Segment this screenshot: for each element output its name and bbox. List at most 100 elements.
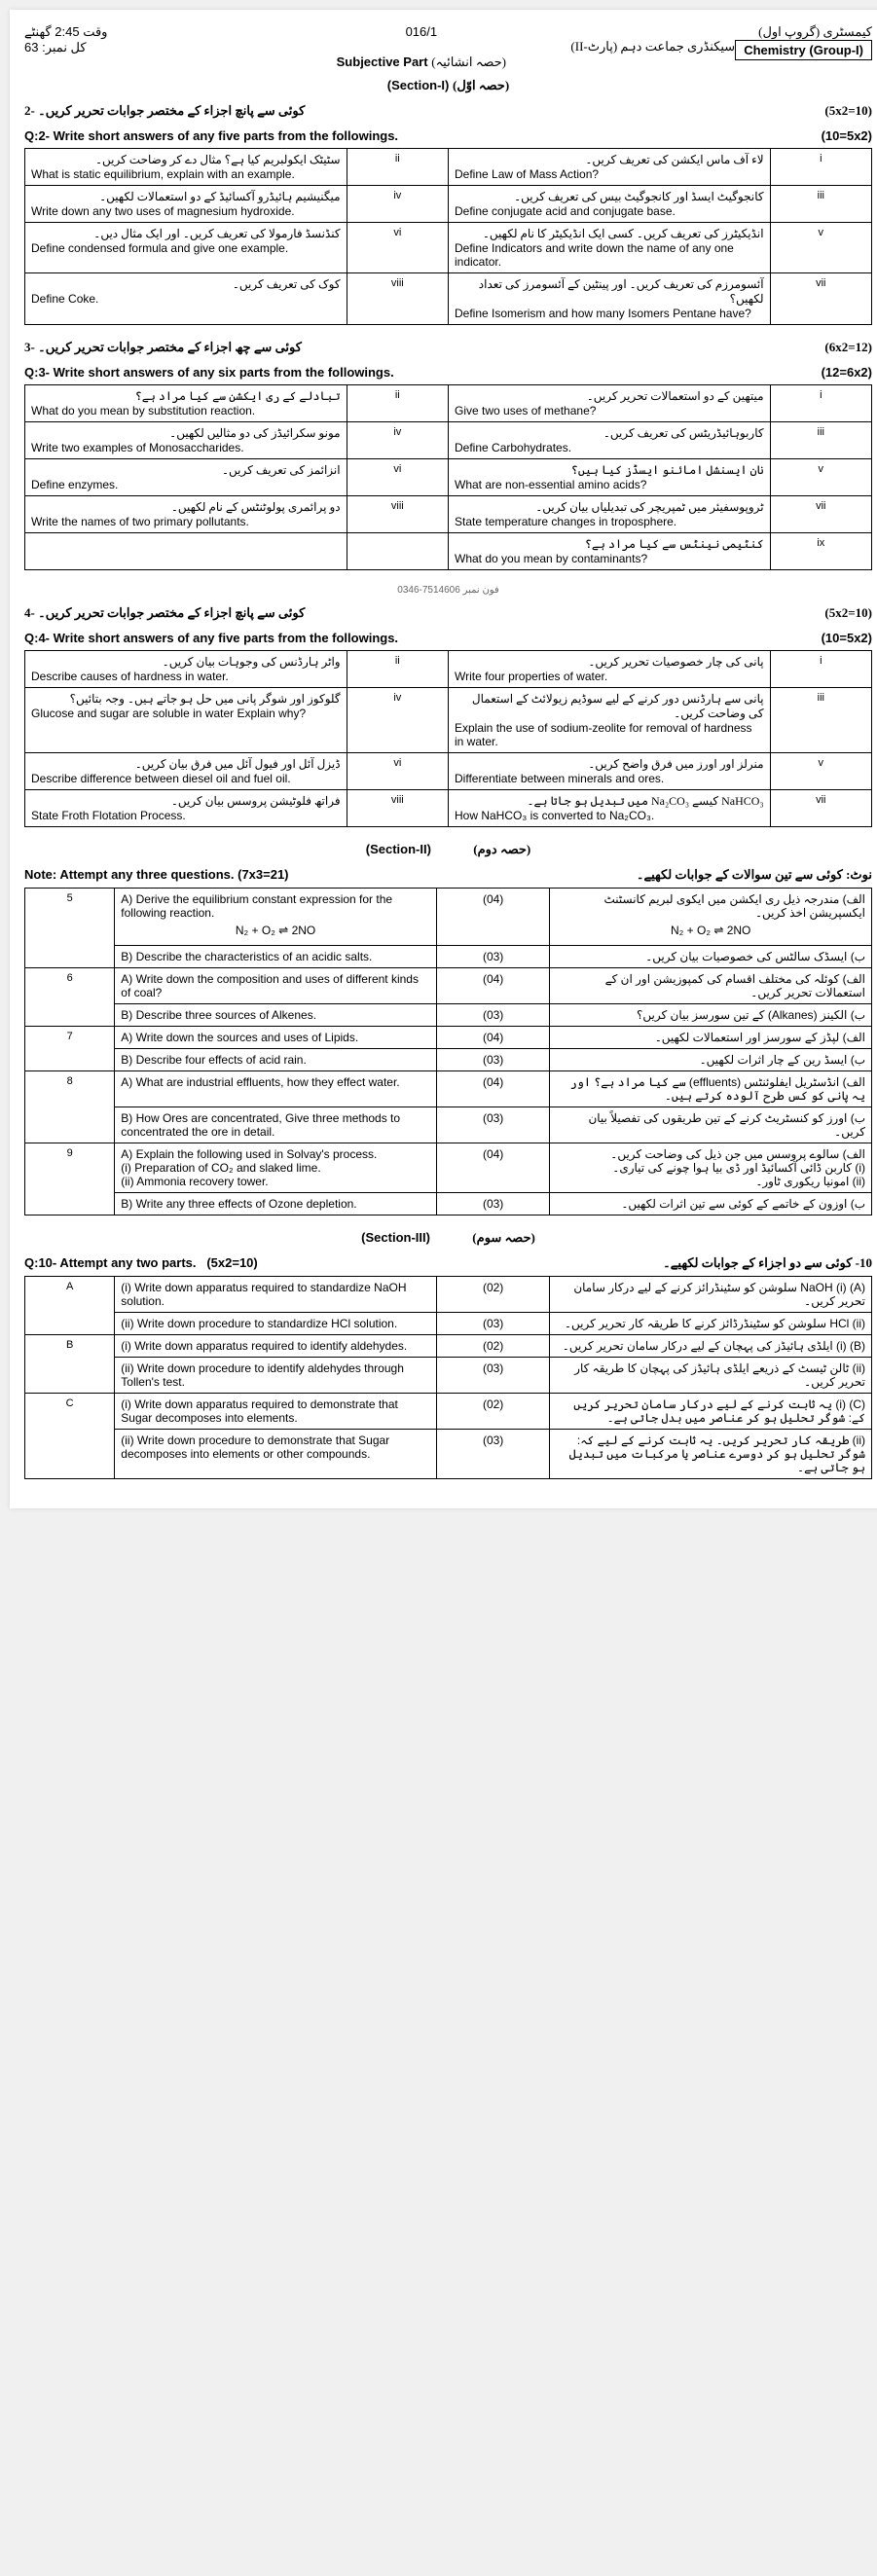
table-row: کنٹیمی نینٹس سے کیا مراد ہے؟What do you … — [25, 533, 872, 570]
table-row: کنڈنسڈ فارمولا کی تعریف کریں۔ اور ایک مث… — [25, 223, 872, 273]
long-questions-table: 5A) Derive the equilibrium constant expr… — [24, 888, 872, 1215]
cell-eng: سٹیٹک ایکولبریم کیا ہے؟ مثال دے کر وضاحت… — [25, 149, 347, 186]
cell-urdu: (C) (i) یہ ثابت کرنے کے لیے درکار سامان … — [550, 1394, 872, 1430]
table-row: ڈیزل آئل اور فیول آئل میں فرق بیان کریں۔… — [25, 753, 872, 790]
cell-eng: تبادلے کے ری ایکشن سے کیا مراد ہے؟What d… — [25, 385, 347, 422]
q3-inst-e: Q:3- Write short answers of any six part… — [24, 365, 394, 380]
cell-num: v — [770, 459, 871, 496]
subject-name: Chemistry (Group-I) — [744, 43, 863, 57]
q-letter: A — [25, 1277, 115, 1335]
cell-num: vi — [347, 753, 448, 790]
q-number: 9 — [25, 1143, 115, 1215]
section-3-title: (Section-III) (حصہ سوم) — [24, 1230, 872, 1246]
section2-note: Note: Attempt any three questions. (7x3=… — [24, 867, 872, 883]
table-row: B) Describe the characteristics of an ac… — [25, 946, 872, 968]
table-row: سٹیٹک ایکولبریم کیا ہے؟ مثال دے کر وضاحت… — [25, 149, 872, 186]
cell-eng: (ii) Write down procedure to standardize… — [115, 1313, 437, 1335]
cell-marks: (03) — [436, 1049, 550, 1071]
cell-num: iv — [347, 422, 448, 459]
table-row: انزائمز کی تعریف کریں۔Define enzymes.viن… — [25, 459, 872, 496]
section2-eng: (Section-II) — [366, 842, 431, 856]
cell-eng: انڈیکیٹرز کی تعریف کریں۔ کسی ایک انڈیکیٹ… — [449, 223, 771, 273]
table-row: C(i) Write down apparatus required to de… — [25, 1394, 872, 1430]
cell-num: ii — [347, 651, 448, 688]
cell-eng: (i) Write down apparatus required to dem… — [115, 1394, 437, 1430]
cell-eng: B) Describe three sources of Alkenes. — [115, 1004, 437, 1027]
cell-num: vii — [770, 273, 871, 325]
exam-page: وقت 2:45 گھنٹے کل نمبر: 63 016/1 سیکنڈری… — [10, 10, 877, 1508]
q4-marks-u: (10=5x2) — [824, 605, 872, 621]
table-row: میگنیشیم ہائیڈرو آکسائیڈ کے دو استعمالات… — [25, 186, 872, 223]
cell-marks: (03) — [436, 1358, 550, 1394]
cell-marks: (02) — [436, 1277, 550, 1313]
total-value: 63 — [24, 40, 38, 54]
cell-marks: (04) — [436, 968, 550, 1004]
section3-eng: (Section-III) — [361, 1230, 430, 1245]
q2-inst-e: Q:2- Write short answers of any five par… — [24, 128, 398, 143]
cell-urdu: (A) NaOH (i) سلوشن کو سٹینڈرائز کرنے کے … — [550, 1277, 872, 1313]
cell-eng: کنٹیمی نینٹس سے کیا مراد ہے؟What do you … — [449, 533, 771, 570]
table-row: کوک کی تعریف کریں۔Define Coke.viiiآئسومر… — [25, 273, 872, 325]
q10-inst-e: Q:10- Attempt any two parts. — [24, 1255, 196, 1270]
q-number: 8 — [25, 1071, 115, 1143]
q-number: 5 — [25, 889, 115, 968]
q3-marks-e: (12=6x2) — [822, 365, 872, 380]
cell-marks: (03) — [436, 1430, 550, 1479]
cell-num: iii — [770, 688, 871, 753]
header-left: وقت 2:45 گھنٹے کل نمبر: 63 — [24, 24, 107, 70]
q2-header-urdu: (10=5x2) کوئی سے پانچ اجزاء کے مختصر جوا… — [24, 103, 872, 119]
cell-urdu: الف) سالوے پروسس میں جن ذیل کی وضاحت کری… — [550, 1143, 872, 1193]
cell-num: iv — [347, 186, 448, 223]
q2-marks-u: (10=5x2) — [824, 103, 872, 119]
cell-eng: کوک کی تعریف کریں۔Define Coke. — [25, 273, 347, 325]
cell-eng: فراتھ فلوٹیشن پروسس بیان کریں۔State Frot… — [25, 790, 347, 827]
q2-table: سٹیٹک ایکولبریم کیا ہے؟ مثال دے کر وضاحت… — [24, 148, 872, 325]
q2-header-eng: Q:2- Write short answers of any five par… — [24, 128, 872, 143]
cell-urdu: ب) الکینز (Alkanes) کے تین سورسز بیان کر… — [550, 1004, 872, 1027]
cell-eng: A) Write down the composition and uses o… — [115, 968, 437, 1004]
cell-eng: B) Describe the characteristics of an ac… — [115, 946, 437, 968]
q2-num: -2 — [24, 103, 35, 118]
cell-eng: مونو سکرائیڈز کی دو مثالیں لکھیں۔Write t… — [25, 422, 347, 459]
subject-part: Subjective Part — [337, 54, 428, 69]
cell-num: viii — [347, 496, 448, 533]
table-row: گلوکوز اور شوگر پانی میں حل ہو جاتے ہیں۔… — [25, 688, 872, 753]
q-number: 6 — [25, 968, 115, 1027]
note-marks: (7x3=21) — [238, 867, 288, 882]
cell-eng: ٹروپوسفیئر میں ٹمپریچر کی تبدیلیاں بیان … — [449, 496, 771, 533]
cell-num: vi — [347, 223, 448, 273]
q4-num: -4 — [24, 605, 35, 620]
table-row: B) Describe three sources of Alkenes.(03… — [25, 1004, 872, 1027]
table-row: B(i) Write down apparatus required to id… — [25, 1335, 872, 1358]
q4-table: واٹر ہارڈنس کی وجوہات بیان کریں۔Describe… — [24, 650, 872, 827]
cell-marks: (04) — [436, 889, 550, 946]
section3-urdu: (حصہ سوم) — [472, 1230, 535, 1245]
q4-header-urdu: (10=5x2) کوئی سے پانچ اجزاء کے مختصر جوا… — [24, 605, 872, 621]
table-row: فراتھ فلوٹیشن پروسس بیان کریں۔State Frot… — [25, 790, 872, 827]
q4-inst-u: کوئی سے پانچ اجزاء کے مختصر جوابات تحریر… — [38, 605, 305, 620]
q3-table: تبادلے کے ری ایکشن سے کیا مراد ہے؟What d… — [24, 384, 872, 570]
cell-num: iv — [347, 688, 448, 753]
cell-eng: B) Describe four effects of acid rain. — [115, 1049, 437, 1071]
cell-eng: A) Derive the equilibrium constant expre… — [115, 889, 437, 946]
cell-eng: A) Explain the following used in Solvay'… — [115, 1143, 437, 1193]
cell-urdu: (B) (i) ایلڈی ہائیڈز کی پہچان کے لیے درک… — [550, 1335, 872, 1358]
cell-num: ii — [347, 385, 448, 422]
cell-eng: پانی سے ہارڈنس دور کرنے کے لیے سوڈیم زیو… — [449, 688, 771, 753]
cell-urdu: الف) کوئلہ کی مختلف اقسام کی کمپوزیشن او… — [550, 968, 872, 1004]
cell-eng: واٹر ہارڈنس کی وجوہات بیان کریں۔Describe… — [25, 651, 347, 688]
q2-marks-e: (10=5x2) — [822, 128, 872, 143]
table-row: تبادلے کے ری ایکشن سے کیا مراد ہے؟What d… — [25, 385, 872, 422]
cell-eng: کانجوگیٹ ایسڈ اور کانجوگیٹ بیس کی تعریف … — [449, 186, 771, 223]
q-number: 7 — [25, 1027, 115, 1071]
cell-urdu: الف) مندرجہ ذیل ری ایکشن میں ایکوی لبریم… — [550, 889, 872, 946]
cell-num: iii — [770, 422, 871, 459]
header-center: 016/1 سیکنڈری جماعت دہم (پارٹ-II) Subjec… — [107, 24, 735, 70]
cell-num: vii — [770, 496, 871, 533]
q4-inst-e: Q:4- Write short answers of any five par… — [24, 631, 398, 645]
cell-eng: میتھین کے دو استعمالات تحریر کریں۔Give t… — [449, 385, 771, 422]
q3-header-urdu: (12=6x2) کوئی سے چھ اجزاء کے مختصر جوابا… — [24, 340, 872, 355]
section-2-title: (Section-II) (حصہ دوم) — [24, 842, 872, 857]
cell-eng: (ii) Write down procedure to identify al… — [115, 1358, 437, 1394]
section1-eng: (Section-I) — [387, 78, 450, 92]
